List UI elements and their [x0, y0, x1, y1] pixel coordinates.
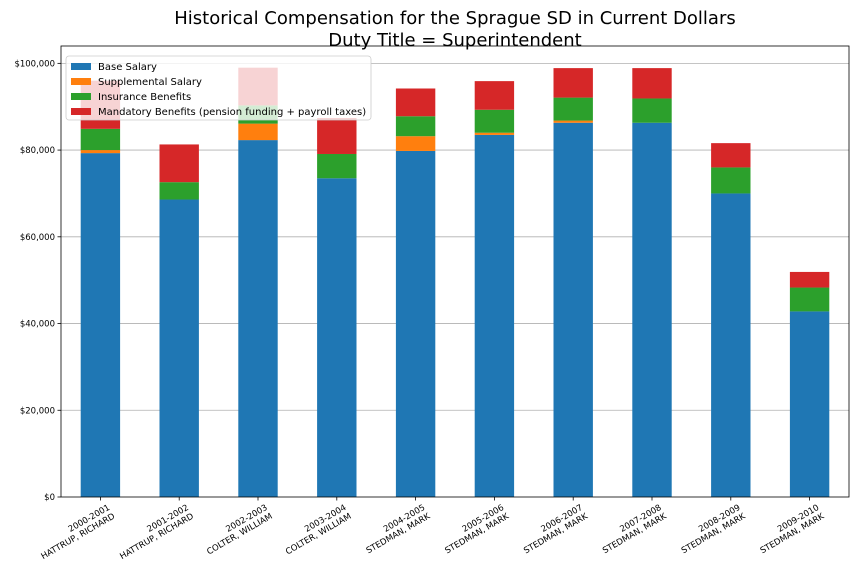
- bar-segment: [159, 199, 199, 497]
- x-tick-label: 2008-2009STEDMAN, MARK: [675, 503, 748, 557]
- x-tick-label: 2001-2002HATTRUP, RICHARD: [113, 503, 196, 562]
- bar-segment: [632, 68, 672, 99]
- bar-segment: [553, 122, 593, 498]
- x-tick-label: 2007-2008STEDMAN, MARK: [596, 503, 669, 557]
- bar-segment: [632, 98, 672, 123]
- legend-label: Insurance Benefits: [98, 92, 191, 103]
- legend: Base Salary Supplemental Salary Insurance …: [65, 55, 372, 121]
- bar-segment: [474, 134, 515, 497]
- x-tick-label: 2000-2001HATTRUP, RICHARD: [35, 503, 118, 562]
- y-tick-label: $0: [44, 493, 55, 503]
- bar-segment: [159, 182, 199, 200]
- x-tick-label: 2009-2010STEDMAN, MARK: [754, 503, 827, 557]
- x-tick-label: 2004-2005STEDMAN, MARK: [360, 503, 433, 557]
- bar-segment: [395, 150, 436, 498]
- bar-segment: [395, 136, 436, 151]
- bar-segment: [80, 128, 121, 151]
- bars: [80, 67, 830, 498]
- bar-segment: [474, 81, 515, 110]
- y-tick-label: $100,000: [14, 59, 55, 69]
- x-tick-label: 2006-2007STEDMAN, MARK: [517, 503, 590, 557]
- bar-segment: [317, 117, 357, 154]
- y-tick-label: $80,000: [20, 146, 55, 156]
- legend-swatch: [71, 78, 91, 85]
- bar-segment: [238, 123, 278, 141]
- chart-title-line-1: Historical Compensation for the Sprague …: [174, 8, 736, 29]
- x-tick-label: 2002-2003COLTER, WILLIAM: [200, 503, 274, 557]
- bar-segment: [789, 287, 830, 312]
- legend-swatch: [71, 108, 91, 115]
- bar-segment: [711, 193, 751, 497]
- bar-segment: [553, 120, 593, 123]
- legend-box: [65, 55, 372, 121]
- bar-segment: [238, 140, 278, 497]
- y-tick-label: $40,000: [20, 320, 55, 330]
- bar-segment: [553, 97, 593, 121]
- x-tick-label: 2005-2006STEDMAN, MARK: [439, 503, 512, 557]
- y-tick-label: $60,000: [20, 233, 55, 243]
- bar-segment: [632, 122, 672, 498]
- bar-segment: [159, 144, 199, 183]
- bar-segment: [395, 88, 436, 117]
- y-tick-label: $20,000: [20, 406, 55, 416]
- bar-segment: [80, 153, 121, 498]
- bar-segment: [711, 167, 751, 194]
- bar-segment: [789, 311, 830, 497]
- x-tick-label: 2003-2004COLTER, WILLIAM: [279, 503, 353, 557]
- legend-label: Mandatory Benefits (pension funding + pa…: [98, 107, 366, 118]
- bar-segment: [395, 116, 436, 137]
- legend-swatch: [71, 93, 91, 100]
- plot-frame: [60, 45, 850, 498]
- bar-segment: [317, 178, 357, 498]
- legend-label: Base Salary: [98, 62, 157, 73]
- bar-segment: [80, 150, 121, 154]
- bar-segment: [317, 153, 357, 179]
- legend-swatch: [71, 63, 91, 70]
- bar-segment: [711, 143, 751, 168]
- bar-segment: [553, 68, 593, 98]
- bar-segment: [789, 271, 830, 288]
- bar-segment: [474, 109, 515, 133]
- legend-label: Supplemental Salary: [98, 77, 202, 88]
- bar-segment: [474, 132, 515, 135]
